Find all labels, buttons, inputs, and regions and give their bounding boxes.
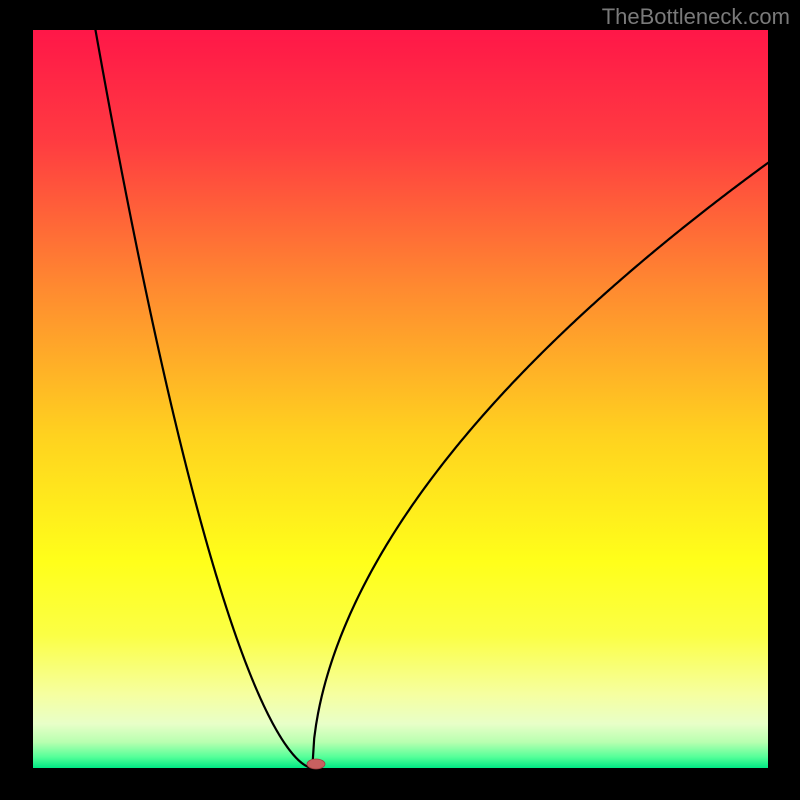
vertex-marker xyxy=(305,757,327,771)
plot-area xyxy=(33,30,768,768)
plot-svg xyxy=(33,30,768,768)
marker-svg xyxy=(305,757,327,771)
chart-container: TheBottleneck.com xyxy=(0,0,800,800)
watermark-text: TheBottleneck.com xyxy=(602,4,790,30)
